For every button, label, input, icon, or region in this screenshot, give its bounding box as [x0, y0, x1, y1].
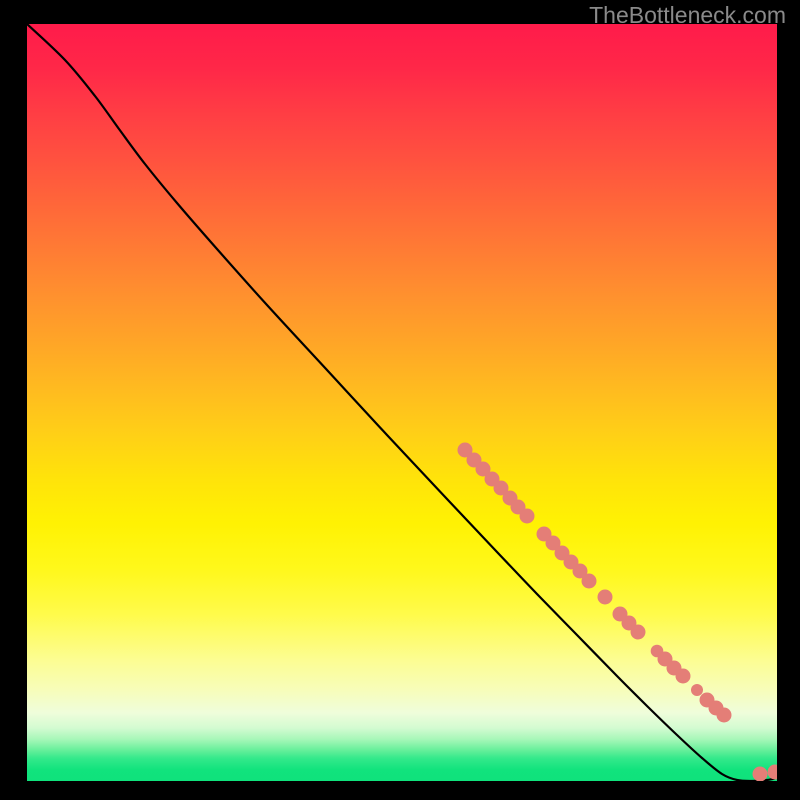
data-marker — [520, 509, 535, 524]
plot-svg — [27, 24, 777, 781]
data-marker — [631, 625, 646, 640]
chart-stage: TheBottleneck.com — [0, 0, 800, 800]
plot-area — [27, 24, 777, 781]
data-marker — [753, 767, 768, 782]
gradient-background — [27, 24, 777, 781]
data-marker — [691, 684, 703, 696]
data-marker — [598, 590, 613, 605]
data-marker — [582, 574, 597, 589]
data-marker — [717, 708, 732, 723]
data-marker — [676, 669, 691, 684]
watermark-text: TheBottleneck.com — [589, 2, 786, 29]
